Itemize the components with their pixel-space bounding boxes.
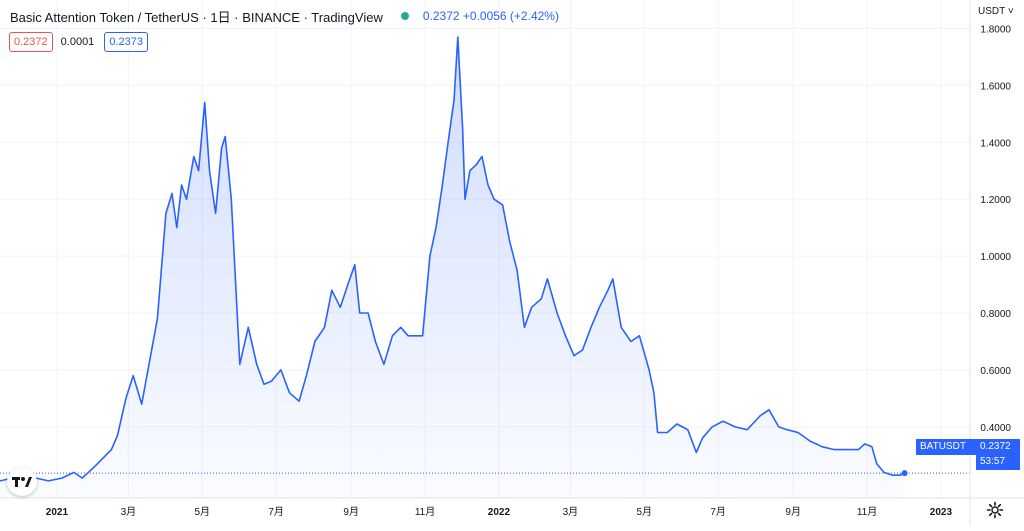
x-tick-label: 2022: [488, 507, 511, 518]
symbol-title[interactable]: Basic Attention Token / TetherUS · 1日 · …: [10, 7, 383, 26]
symbol-header: Basic Attention Token / TetherUS · 1日 · …: [10, 6, 559, 26]
x-tick-label: 5月: [636, 506, 652, 518]
gear-icon[interactable]: [986, 501, 1004, 519]
symbol-price-label: BATUSDT: [916, 439, 976, 455]
time-axis[interactable]: 2021 3月 5月 7月 9月 11月 2022 3月 5月 7月 9月 11月 2023: [46, 506, 953, 518]
status-dot-icon: [401, 12, 409, 20]
x-tick-label: 2023: [930, 507, 953, 518]
x-tick-label: 7月: [710, 506, 726, 518]
y-tick-label: 0.6000: [980, 366, 1011, 377]
x-tick-label: 11月: [857, 506, 877, 518]
price-quote: 0.2372 +0.0056 (+2.42%): [423, 9, 559, 23]
y-tick-label: 1.6000: [980, 81, 1011, 92]
y-tick-label: 0.4000: [980, 423, 1011, 434]
buy-sell-panel: 0.2372 0.0001 0.2373: [9, 32, 148, 52]
x-tick-label: 5月: [194, 506, 210, 518]
last-price-marker: [902, 470, 908, 476]
tradingview-logo-icon[interactable]: [7, 468, 37, 496]
y-tick-label: 0.8000: [980, 309, 1011, 320]
sell-button[interactable]: 0.2372: [9, 32, 53, 52]
currency-selector[interactable]: USDT ˅: [978, 6, 1014, 17]
x-tick-label: 3月: [563, 506, 579, 518]
x-tick-label: 9月: [785, 506, 801, 518]
y-tick-label: 1.0000: [980, 252, 1011, 263]
y-tick-label: 1.8000: [980, 24, 1011, 35]
area-fill: [0, 37, 905, 498]
x-tick-label: 3月: [121, 506, 137, 518]
buy-button[interactable]: 0.2373: [104, 32, 148, 52]
x-tick-label: 11月: [415, 506, 435, 518]
price-axis[interactable]: 0.4000 0.6000 0.8000 1.0000 1.2000 1.4000 1.60…: [980, 24, 1011, 433]
area-fill-path: [0, 37, 905, 498]
x-tick-label: 7月: [268, 506, 284, 518]
bar-countdown-label: 53:57: [976, 454, 1020, 470]
x-tick-label: 2021: [46, 507, 69, 518]
y-tick-label: 1.4000: [980, 138, 1011, 149]
logo-mark: [12, 476, 32, 488]
y-tick-label: 1.2000: [980, 195, 1011, 206]
last-price-label: 0.2372: [976, 439, 1020, 455]
spread-value: 0.0001: [61, 36, 95, 48]
x-tick-label: 9月: [343, 506, 359, 518]
